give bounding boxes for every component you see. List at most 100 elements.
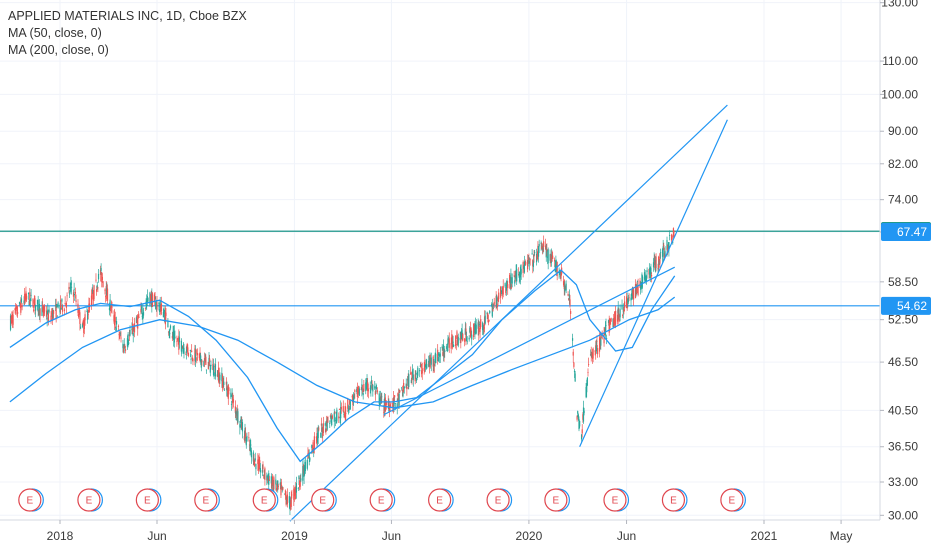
price-tick-label[interactable]: 52.50 [888,313,918,327]
time-axis[interactable]: 2018 Jun 2019 Jun 2020 Jun 2021 May [0,519,880,543]
earnings-marker[interactable]: E [603,488,630,512]
candle-down-body [263,474,265,476]
candle-down-body [241,423,243,429]
time-tick-label[interactable]: 2019 [281,529,308,543]
candle-up-body [298,475,300,480]
price-tick-label[interactable]: 58.50 [888,275,918,289]
price-tick-label[interactable]: 82.00 [888,157,918,171]
price-tick-label[interactable]: 90.00 [888,124,918,138]
time-tick-label[interactable]: Jun [382,529,401,543]
price-axis[interactable]: 130.00 110.00 100.00 90.00 82.00 74.00 67.47 58… [879,0,931,522]
candle-down-body [42,304,44,306]
earnings-marker-circle [311,488,335,512]
candle-up-body [619,309,621,318]
symbol-title[interactable]: APPLIED MATERIALS INC, 1D, Cboe BZX [8,9,247,23]
candle-down-body [628,297,630,299]
price-tick-label[interactable]: 33.00 [888,475,918,489]
candle-up-body [370,380,373,384]
candle-down-body [342,406,344,412]
trendline[interactable] [383,266,675,416]
price-tick-label[interactable]: 110.00 [882,54,918,68]
candle-up-body [605,325,607,326]
earnings-marker[interactable]: E [369,488,396,512]
earnings-marker[interactable]: E [194,488,220,512]
price-tick-label[interactable]: 40.50 [888,403,918,417]
candle-down-body [401,390,403,392]
price-tag[interactable]: 67.47 [881,222,931,241]
candle-up-body [288,496,290,503]
earnings-marker[interactable]: E [428,488,454,512]
earnings-marker[interactable]: E [544,488,570,512]
time-tick-label[interactable]: 2021 [751,529,778,543]
candle-down-body [72,292,75,297]
time-tick-label[interactable]: Jun [617,529,636,543]
candle-up-body [223,389,226,391]
ma50-legend[interactable]: MA (50, close, 0) [8,26,102,40]
price-tick-label[interactable]: 30.00 [888,508,918,522]
trendline[interactable] [579,119,728,447]
candle-down-body [285,495,287,505]
candle-down-body [257,460,260,471]
trendlines[interactable] [289,104,728,522]
candle-up-body [635,289,637,294]
candle-down-body [488,319,490,321]
candle-down-body [68,286,70,290]
candle-up-body [534,252,536,253]
candle-up-body [155,305,157,307]
candle-up-body [657,268,659,270]
price-tag[interactable]: 54.62 [881,296,931,315]
candle-up-body [405,383,407,389]
time-tick-label[interactable]: 2018 [47,529,74,543]
candle-up-body [653,258,655,263]
earnings-marker[interactable]: E [252,488,279,512]
price-tick-label[interactable]: 130.00 [881,0,918,10]
candle-up-body [74,299,76,301]
earnings-marker[interactable]: E [77,488,104,512]
ma50-line[interactable] [9,269,676,463]
time-tick-label[interactable]: Jun [147,529,166,543]
earnings-marker[interactable]: E [661,488,688,512]
candle-up-body [336,409,338,422]
candle-up-body [612,318,614,328]
candle-up-body [630,297,632,301]
candle-down-body [437,349,439,362]
candle-down-body [358,385,360,395]
candle-up-body [158,309,161,313]
candle-up-body [465,337,468,341]
candle-down-body [124,346,126,348]
candle-down-body [286,494,288,505]
earnings-marker[interactable]: E [135,488,162,512]
earnings-marker[interactable]: E [18,488,44,512]
candle-down-body [533,254,535,257]
candle-up-body [417,367,419,376]
candle-down-body [590,351,592,357]
candle-up-body [595,341,597,352]
earnings-marker-label: E [495,496,502,507]
candle-down-body [331,415,333,419]
price-tick-label[interactable]: 74.00 [888,193,918,207]
ma200-line[interactable] [9,296,676,409]
horizontal-levels[interactable] [0,230,880,307]
candle-up-body [169,325,172,329]
candle-up-body [401,387,403,389]
trendline[interactable] [289,104,728,522]
candle-down-body [153,294,156,303]
price-tick-label[interactable]: 46.50 [888,355,918,369]
earnings-marker[interactable]: E [720,488,746,512]
price-tick-label[interactable]: 36.50 [888,440,918,454]
candle-down-body [325,428,327,433]
ma200-legend[interactable]: MA (200, close, 0) [8,43,109,57]
candle-down-body [596,340,598,342]
earnings-marker[interactable]: E [486,488,513,512]
candle-up-body [600,334,603,336]
price-tick-label[interactable]: 100.00 [881,87,918,101]
earnings-marker[interactable]: E [311,488,337,512]
time-tick-label[interactable]: May [830,529,853,543]
candle-up-body [365,382,367,392]
candle-down-body [492,308,494,311]
time-tick-label[interactable]: 2020 [516,529,543,543]
candle-down-body [128,335,130,336]
candle-down-body [389,410,391,412]
